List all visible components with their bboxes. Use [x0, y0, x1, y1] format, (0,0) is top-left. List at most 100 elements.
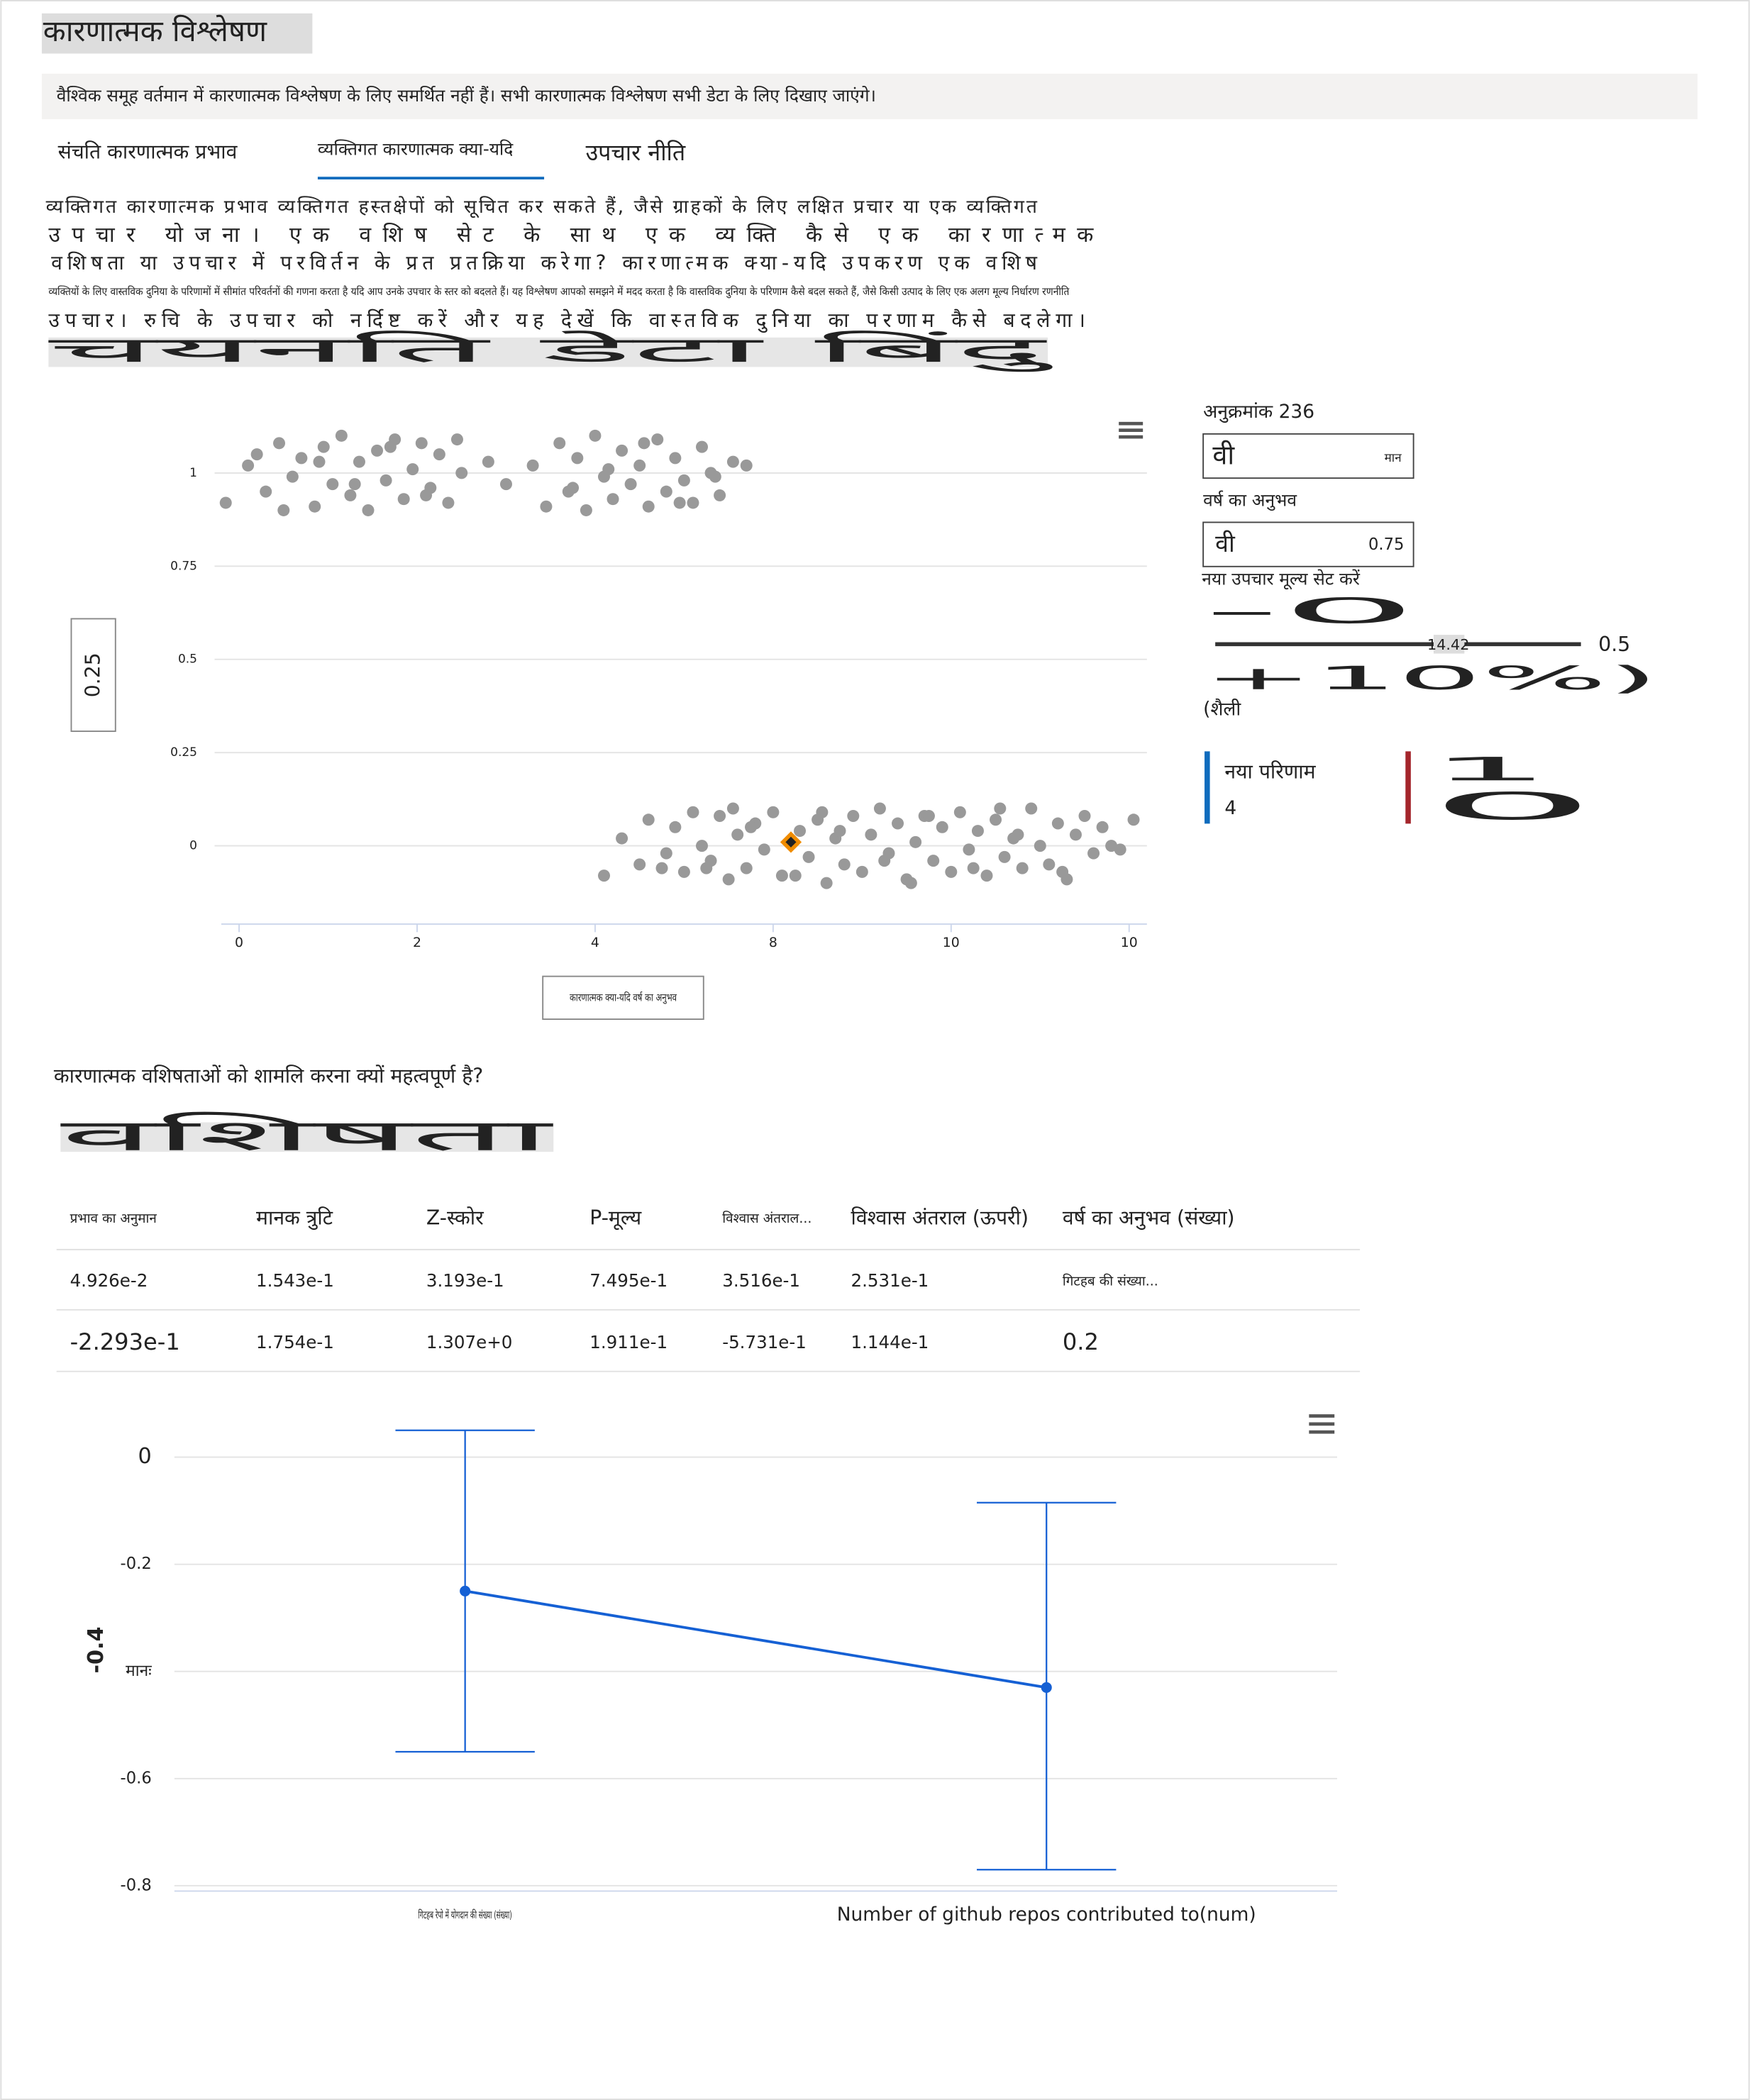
tab[interactable]: उपचार नीति	[586, 139, 686, 166]
table: प्रभाव का अनुमान मानक त्रुटि Z-स्कोर P-मूल्…	[56, 1206, 1361, 1372]
table-cell: 2.531e-1	[851, 1270, 929, 1291]
old-outcome-bar	[1405, 751, 1411, 824]
data-point	[673, 496, 686, 509]
table-cell: -5.731e-1	[722, 1332, 807, 1352]
data-point	[1096, 821, 1109, 833]
notice-bg	[41, 73, 1698, 120]
data-point	[878, 855, 891, 867]
data-point	[980, 870, 993, 882]
x-tick-label: 0	[235, 935, 243, 950]
data-point	[953, 806, 966, 818]
data-point	[1105, 840, 1118, 852]
data-point	[660, 485, 672, 498]
data-point	[651, 433, 664, 446]
estimate-point	[1041, 1682, 1052, 1693]
data-point	[855, 865, 868, 878]
data-point	[397, 493, 410, 506]
y-tick-label: -0.8	[121, 1876, 152, 1894]
data-point	[726, 455, 739, 468]
data-point	[348, 478, 361, 491]
data-point	[597, 870, 610, 882]
description: व्यक्तिगत कारणात्मक प्रभाव व्यक्तिगत हस्…	[46, 196, 1038, 218]
slider-thumb[interactable]	[1433, 635, 1465, 654]
data-point	[687, 496, 699, 509]
old-outcome-sub: 0	[1428, 785, 1597, 828]
data-point	[642, 500, 655, 513]
data-point	[677, 474, 690, 487]
page-title: कारणात्मक विश्लेषण	[43, 13, 267, 48]
x-axis-button[interactable]	[542, 975, 704, 1021]
data-point	[442, 496, 455, 509]
table-cell: गिटहब की संख्या...	[1063, 1274, 1158, 1289]
feature-dropdown[interactable]	[1202, 433, 1414, 479]
estimate-line	[465, 1589, 1047, 1689]
table-cell: 1.543e-1	[256, 1270, 334, 1291]
data-point	[700, 862, 713, 874]
data-point	[362, 504, 375, 516]
description: व्यक्तियों के लिए वास्तविक दुनिया के परि…	[48, 285, 1069, 299]
table-header: P-मूल्य	[589, 1206, 642, 1230]
notice: वैश्विक समूह वर्तमान में कारणात्मक विश्ल…	[57, 85, 876, 106]
data-point	[927, 855, 940, 867]
data-point	[482, 455, 494, 468]
description: उपचार। रुचि के उपचार को नर्दिष्ट करें और…	[48, 309, 1085, 333]
data-point	[971, 825, 984, 838]
data-point	[571, 452, 584, 465]
menu-icon[interactable]	[1309, 1414, 1335, 1434]
data-point	[990, 813, 1002, 826]
data-point	[1056, 865, 1069, 878]
table-header: Z-स्कोर	[426, 1206, 484, 1229]
data-point	[380, 474, 392, 487]
data-point	[865, 828, 877, 841]
data-point	[696, 440, 708, 453]
data-point	[1025, 802, 1038, 815]
y-tick-label: 1	[189, 466, 197, 480]
data-point	[669, 452, 682, 465]
range-low: -0	[1203, 590, 1417, 631]
data-point	[344, 489, 357, 501]
data-point	[1069, 828, 1082, 841]
data-point	[317, 440, 330, 453]
old-outcome-value: 1	[1428, 750, 1551, 788]
data-point	[945, 865, 958, 878]
data-point	[1012, 828, 1024, 841]
data-point	[767, 806, 780, 818]
table-cell: -2.293e-1	[70, 1328, 180, 1355]
y-axis-button[interactable]	[70, 618, 116, 733]
range-note: +10%)	[1203, 660, 1658, 697]
index-label: अनुक्रमांक 236	[1203, 401, 1314, 423]
data-point	[415, 437, 428, 450]
data-point	[1016, 862, 1029, 874]
data-point	[277, 504, 290, 516]
data-point	[1043, 858, 1056, 871]
data-point	[740, 862, 753, 874]
slider-max: 0.5	[1598, 633, 1630, 656]
data-point	[687, 806, 699, 818]
tab[interactable]: संचति कारणात्मक प्रभाव	[58, 140, 238, 163]
table-cell: 1.307e+0	[426, 1332, 512, 1352]
data-point	[740, 459, 753, 472]
menu-icon[interactable]	[1119, 421, 1143, 439]
data-point	[589, 429, 602, 442]
tab-active[interactable]: व्यक्तिगत कारणात्मक क्या-यदि	[318, 139, 514, 160]
data-point	[892, 817, 904, 830]
feature-input[interactable]	[1202, 521, 1414, 567]
data-point	[820, 877, 833, 889]
table-header: विश्वास अंतराल (ऊपरी)	[851, 1206, 1029, 1229]
data-point	[309, 500, 321, 513]
data-point	[1051, 817, 1064, 830]
table-cell: 4.926e-2	[70, 1270, 148, 1291]
table-cell: 3.516e-1	[722, 1270, 800, 1291]
x-tick-label: 2	[413, 935, 421, 950]
data-point	[709, 470, 721, 483]
data-point	[838, 858, 851, 871]
selected-heading: चयनति डेटा बिंदु	[48, 329, 1055, 372]
x-tick-label: 10	[943, 935, 960, 950]
y-axis-label: 0.25	[82, 652, 105, 697]
data-point	[406, 463, 419, 476]
table-cell: 7.495e-1	[589, 1270, 668, 1291]
table-header: प्रभाव का अनुमान	[70, 1211, 157, 1227]
data-point	[726, 802, 739, 815]
data-point	[722, 873, 735, 886]
